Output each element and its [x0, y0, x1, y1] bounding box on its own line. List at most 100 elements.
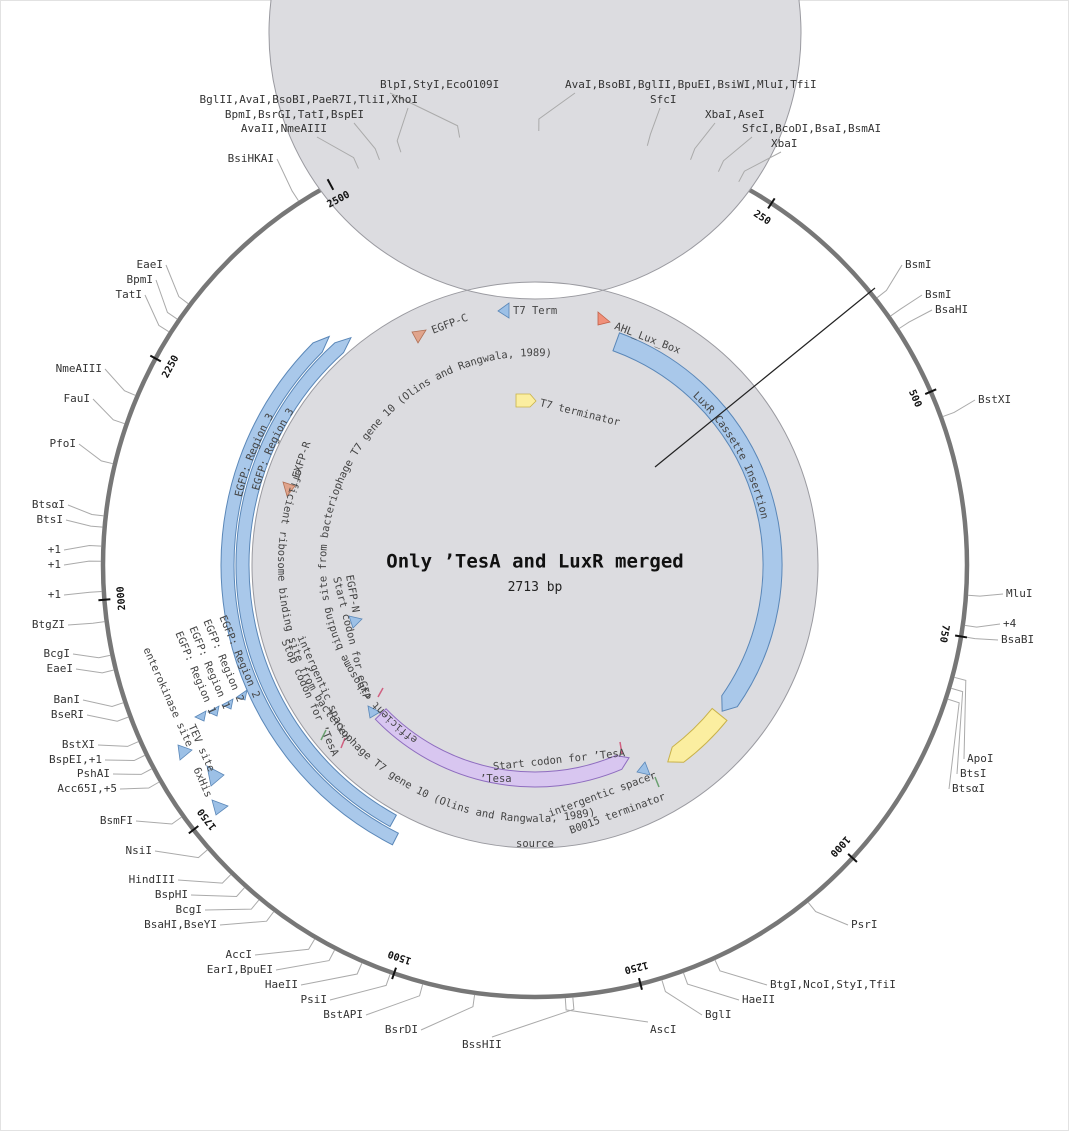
feature-arc [235, 336, 398, 828]
enzyme-label: HindIII [129, 873, 175, 886]
leader-line [135, 816, 182, 825]
leader-line [538, 92, 576, 132]
enzyme-label: BspEI,+1 [49, 753, 102, 766]
leader-line [329, 973, 391, 1001]
marker [194, 710, 207, 722]
leader-line [97, 741, 139, 747]
tick-label: 250 [751, 209, 772, 228]
leader-line [950, 687, 964, 775]
enzyme-label: EarI,BpuEI [207, 963, 273, 976]
enzyme-label: BsiHKAI [228, 152, 274, 165]
map-size: 2713 bp [508, 580, 563, 595]
tick-label: 2250 [160, 354, 181, 380]
leader-line [646, 107, 661, 146]
enzyme-label: AccI [226, 948, 253, 961]
enzyme-label: +1 [48, 558, 61, 571]
marker [348, 615, 363, 629]
leader-line [204, 899, 260, 911]
feature-arc [612, 332, 783, 712]
tick-mark [847, 853, 858, 863]
source-ring [251, 0, 819, 849]
enzyme-label: MluI [1006, 587, 1033, 600]
marker [411, 329, 427, 344]
leader-line [690, 122, 716, 161]
enzyme-label: Acc65I,+5 [57, 782, 117, 795]
leader-line [942, 399, 976, 418]
leader-line [190, 887, 245, 897]
marker [377, 687, 384, 698]
leader-line [300, 962, 363, 986]
enzyme-label: BtgI,NcoI,StyI,TfiI [770, 978, 896, 991]
tick-label: 1250 [623, 959, 649, 976]
marker [597, 311, 611, 326]
enzyme-label: XbaI,AseI [705, 108, 765, 121]
enzyme-label: BglII,AvaI,BsoBI,PaeR7I,TliI,XhoI [199, 93, 418, 106]
leader-line [72, 653, 111, 659]
leader-line [389, 92, 461, 138]
enzyme-label: SfcI,BcoDI,BsaI,BsmAI [742, 122, 881, 135]
marker [497, 302, 510, 319]
feature-arc [220, 335, 400, 846]
enzyme-label: BsmI [925, 288, 952, 301]
leader-line [65, 519, 103, 528]
enzyme-label: BsaHI [935, 303, 968, 316]
enzyme-labels: BlpI,StyI,EcoO109I AvaI,BsoBI,BglII,BpuEI… [32, 78, 1034, 1051]
marker [636, 761, 651, 776]
leader-line [807, 901, 849, 926]
marker [177, 744, 193, 761]
marker [236, 689, 248, 701]
tick-label: 750 [937, 624, 951, 644]
leader-line [165, 264, 189, 305]
marker [619, 741, 623, 755]
tick-mark [326, 178, 335, 191]
enzyme-label: BtgZI [32, 618, 65, 631]
enzyme-label: +1 [48, 588, 61, 601]
enzyme-label: BseRI [51, 708, 84, 721]
marker [367, 705, 381, 719]
marker [340, 737, 346, 749]
leader-line [491, 997, 575, 1038]
enzyme-label: EaeI [137, 258, 164, 271]
leader-line [63, 560, 102, 566]
leader-line [661, 979, 703, 1016]
enzyme-label: AvaII,NmeAIII [241, 122, 327, 135]
enzyme-label: EaeI [47, 662, 74, 675]
enzyme-label: BtsI [960, 767, 987, 780]
enzyme-label: BglI [705, 1008, 732, 1021]
tick-label: 2000 [115, 586, 128, 611]
feature-label: source [516, 838, 554, 850]
enzyme-label: BsmI [905, 258, 932, 271]
size-value: 2713 [508, 580, 539, 595]
enzyme-label: PshAI [77, 767, 110, 780]
leader-line [104, 754, 146, 762]
enzyme-label: +4 [1003, 617, 1017, 630]
leader-line [63, 590, 102, 596]
enzyme-label: AvaI,BsoBI,BglII,BpuEI,BsiWI,MluI,TfiI [565, 78, 817, 91]
enzyme-label: PsrI [851, 918, 878, 931]
leader-line [954, 676, 967, 760]
leader-line [275, 949, 336, 971]
leader-line [962, 636, 999, 641]
enzyme-label: BtsαI [32, 498, 65, 511]
leader-line [564, 997, 649, 1023]
leader-line [876, 264, 903, 299]
enzyme-label: BanI [54, 693, 81, 706]
marker [221, 698, 234, 710]
size-unit: bp [547, 580, 563, 595]
leader-line [964, 623, 1001, 628]
enzyme-label: BtsαI [952, 782, 985, 795]
leader-line [276, 158, 300, 202]
leader-line [63, 545, 102, 551]
feature-arc [374, 708, 630, 788]
enzyme-label: BstXI [978, 393, 1011, 406]
enzyme-label: BspHI [155, 888, 188, 901]
enzyme-label: TatI [116, 288, 143, 301]
tick-mark [767, 197, 776, 209]
tick-label: 1500 [387, 948, 413, 966]
enzyme-label: BlpI,StyI,EcoO109I [380, 78, 499, 91]
enzyme-label: NmeAIII [56, 362, 102, 375]
leader-line [67, 504, 104, 517]
leader-line [75, 668, 115, 674]
